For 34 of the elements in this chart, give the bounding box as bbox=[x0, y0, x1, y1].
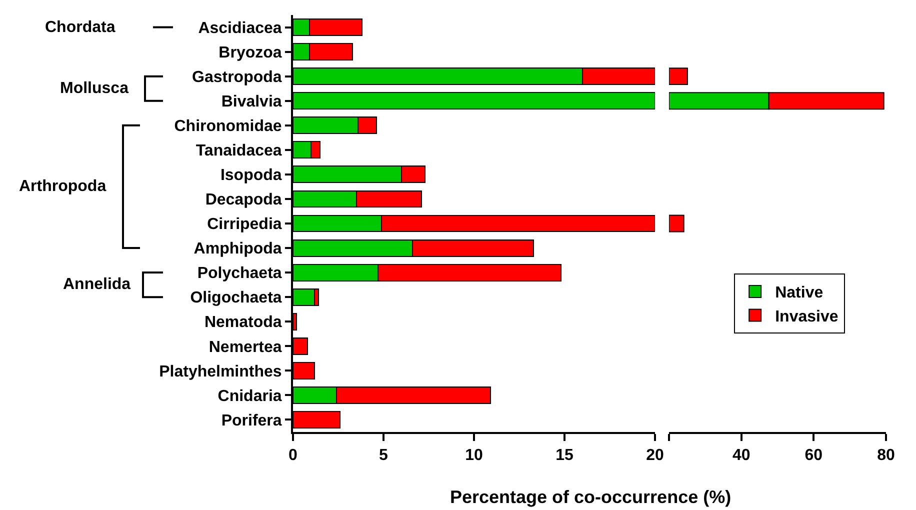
y-tick-label: Amphipoda bbox=[194, 240, 282, 258]
y-tick-label: Oligochaeta bbox=[190, 290, 282, 307]
y-tick-label: Bryozoa bbox=[218, 44, 282, 62]
x-tick-label: 60 bbox=[804, 447, 823, 464]
x-tick-label: 80 bbox=[877, 447, 895, 464]
bar bbox=[669, 68, 688, 86]
x-tick-label: 5 bbox=[379, 447, 388, 464]
x-tick-label: 10 bbox=[465, 447, 483, 464]
text: Chordata bbox=[45, 19, 116, 36]
y-tick-label: Bivalvia bbox=[221, 93, 282, 110]
y-tick-label: Ascidiacea bbox=[198, 20, 282, 37]
y-tick-label: Cnidaria bbox=[218, 388, 282, 405]
bar bbox=[669, 214, 684, 232]
text: Arthropoda bbox=[19, 178, 106, 195]
y-tick-label: Polychaeta bbox=[197, 265, 282, 282]
y-tick-label: Decapoda bbox=[205, 192, 282, 209]
y-tick-label: Platyhelminthes bbox=[159, 363, 282, 380]
text: Annelida bbox=[63, 276, 131, 293]
y-tick-label: Gastropoda bbox=[192, 68, 282, 86]
legend-label: Native bbox=[775, 284, 824, 302]
y-tick-label: Cirripedia bbox=[207, 216, 282, 234]
x-tick-label: 20 bbox=[646, 447, 664, 464]
text: Mollusca bbox=[60, 80, 129, 97]
y-tick-label: Chironomidae bbox=[174, 118, 282, 135]
x-tick-label: 15 bbox=[556, 447, 574, 464]
x-tick-label: 0 bbox=[288, 447, 298, 464]
legend-label: Invasive bbox=[775, 308, 838, 326]
y-tick-label: Porifera bbox=[221, 412, 282, 430]
y-tick-label: Tanaidacea bbox=[196, 142, 282, 160]
y-tick-label: Nemertea bbox=[208, 338, 282, 356]
x-axis-title: Percentage of co-occurrence (%) bbox=[450, 487, 732, 507]
y-tick-label: Nematoda bbox=[204, 314, 282, 332]
y-tick-label: Isopoda bbox=[220, 167, 282, 184]
x-tick-label: 40 bbox=[732, 447, 750, 464]
